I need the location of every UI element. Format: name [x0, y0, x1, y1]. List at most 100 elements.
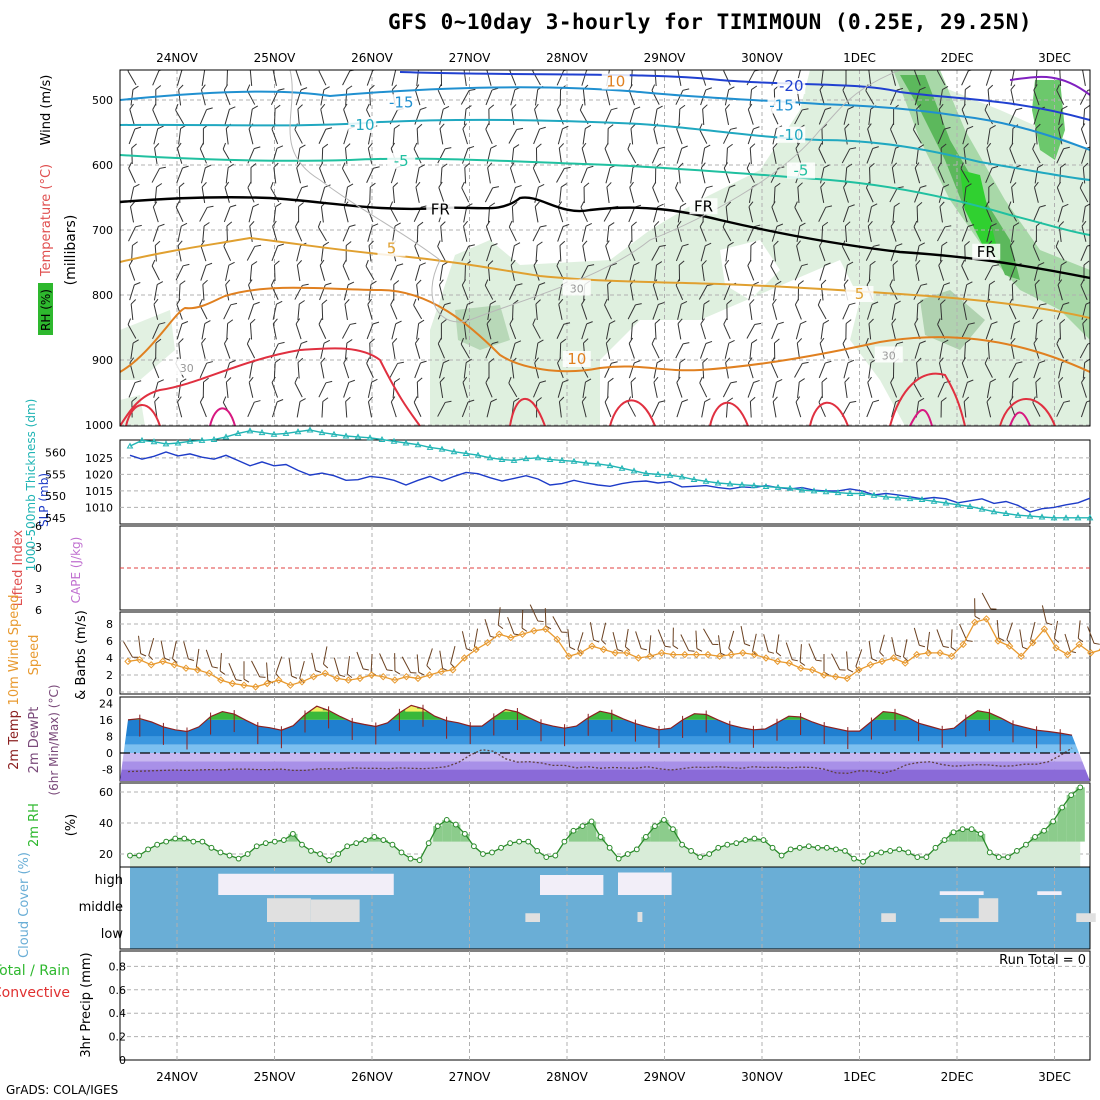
wind-barb	[938, 259, 945, 281]
barb-staff	[629, 265, 635, 281]
barb-feather	[915, 259, 921, 266]
wind-barb	[439, 105, 450, 125]
barb-feather	[296, 260, 303, 266]
wind-speed-marker	[623, 649, 631, 657]
barb-staff	[700, 245, 706, 262]
thickness-line	[129, 429, 1090, 519]
barb-feather	[426, 665, 432, 671]
barb-staff	[724, 187, 730, 203]
barb-staff	[913, 627, 920, 646]
barb-staff	[272, 304, 277, 320]
thickness-marker	[858, 489, 866, 496]
barb-feather	[848, 204, 855, 208]
barb-feather	[201, 84, 206, 91]
barb-staff	[606, 225, 610, 243]
barb-feather	[180, 378, 187, 383]
barb-feather	[1009, 240, 1015, 247]
rh-point	[923, 854, 930, 860]
precip-tick: 0.4	[109, 1007, 127, 1020]
barb-staff	[1033, 362, 1040, 379]
barb-staff	[450, 646, 456, 664]
barb-staff	[821, 128, 823, 145]
thickness-marker	[258, 429, 266, 436]
barb-feather	[177, 396, 182, 403]
barb-feather	[1087, 88, 1090, 91]
thickness-marker	[1014, 511, 1022, 518]
barb-feather	[1033, 84, 1038, 91]
thickness-axis-label: 1000-500mb Thickness (dm)	[24, 399, 38, 572]
rh-point	[552, 852, 559, 859]
barb-feather	[201, 337, 206, 344]
barb-staff	[747, 265, 755, 281]
barb-staff	[201, 187, 206, 203]
barb-staff	[1064, 633, 1071, 652]
rh-point	[624, 851, 631, 857]
cloud-block-high	[1037, 891, 1062, 895]
barb-feather	[276, 145, 284, 149]
barb-feather	[396, 263, 404, 267]
barb-feather	[1015, 361, 1023, 364]
barb-feather	[346, 85, 353, 90]
wind-barb	[961, 224, 975, 242]
barb-staff	[1006, 622, 1013, 640]
barb-staff	[915, 265, 920, 281]
barb-staff	[1030, 621, 1036, 640]
barb-feather	[801, 263, 808, 267]
wind-barb	[393, 280, 400, 301]
barb-staff	[321, 401, 324, 418]
wind-barb	[462, 301, 474, 320]
cloud-block-middle	[881, 913, 896, 922]
barb-feather	[699, 376, 703, 384]
wind-barb	[367, 378, 378, 398]
rh-point	[353, 840, 360, 847]
wind-speed-marker	[321, 669, 329, 678]
barb-staff	[438, 284, 444, 301]
wind-speed-marker	[1040, 625, 1049, 633]
contour-label: 30	[570, 283, 584, 296]
wind-barb	[699, 376, 708, 398]
wind-barb	[843, 106, 854, 125]
barb-staff	[299, 660, 305, 679]
wind-barb	[389, 361, 404, 378]
date-label-top: 26NOV	[351, 51, 393, 65]
thickness-marker	[774, 483, 782, 490]
barb-feather	[560, 183, 567, 188]
barb-staff	[296, 401, 301, 418]
surface-wind-barb	[913, 627, 926, 648]
barb-staff	[225, 381, 229, 399]
barb-staff	[846, 651, 849, 670]
barb-feather	[485, 123, 490, 130]
barb-staff	[841, 246, 851, 261]
barb-feather	[345, 396, 351, 402]
barb-feather	[1056, 84, 1060, 91]
barb-feather	[919, 644, 926, 648]
barb-feather	[345, 241, 352, 246]
rh-point	[1077, 784, 1084, 791]
barb-feather	[410, 672, 417, 674]
cloud-level-label-middle: middle	[79, 900, 123, 915]
barb-feather	[1036, 319, 1043, 324]
thickness-marker	[414, 441, 422, 448]
barb-staff	[275, 656, 283, 674]
barb-feather	[821, 377, 828, 383]
wind-barb	[749, 339, 758, 360]
wind-barb	[464, 162, 470, 184]
barb-staff	[294, 129, 303, 144]
surface-wind-barb	[219, 653, 226, 675]
wind-barb	[1011, 182, 1017, 204]
rh-point	[977, 830, 984, 837]
barb-staff	[128, 265, 136, 281]
barb-feather	[294, 376, 299, 384]
barb-feather	[132, 656, 139, 658]
surface-wind-barb	[426, 648, 433, 671]
wind-barb	[986, 142, 992, 164]
barb-staff	[1056, 187, 1064, 203]
barb-staff	[821, 225, 824, 243]
barb-staff	[485, 226, 493, 242]
thickness-marker	[690, 476, 698, 483]
wind-barb	[1082, 318, 1088, 340]
barb-staff	[868, 323, 872, 340]
barb-feather	[630, 377, 637, 383]
surface-wind-barb	[138, 635, 147, 657]
rh-point	[860, 858, 866, 865]
